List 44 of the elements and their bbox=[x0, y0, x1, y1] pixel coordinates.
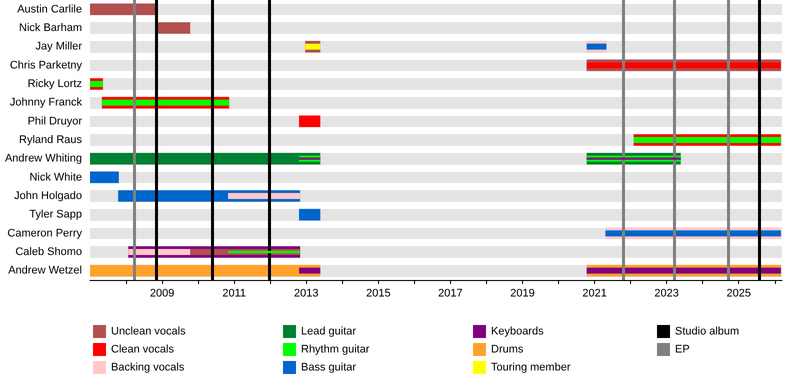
x-tick-label: 2009 bbox=[150, 288, 174, 300]
legend-label: Touring member bbox=[491, 362, 571, 374]
x-tick-label: 2025 bbox=[726, 288, 751, 300]
bar bbox=[634, 137, 781, 143]
bar bbox=[102, 100, 230, 106]
bar bbox=[305, 44, 320, 50]
y-tick-label: Cameron Perry bbox=[7, 227, 82, 240]
bar bbox=[299, 116, 320, 128]
y-tick-label: Tyler Sapp bbox=[29, 208, 82, 221]
legend-label: Studio album bbox=[675, 326, 740, 338]
y-tick-label: Phil Druyor bbox=[28, 115, 82, 128]
y-tick-label: Andrew Whiting bbox=[4, 152, 82, 165]
legend-label: Lead guitar bbox=[301, 326, 356, 338]
y-tick-label: Jay Miller bbox=[36, 40, 82, 53]
bar bbox=[90, 81, 103, 87]
y-tick-label: John Holgado bbox=[14, 190, 82, 202]
legend-label: Unclean vocals bbox=[111, 326, 186, 338]
y-tick-label: Nick White bbox=[29, 171, 82, 184]
y-tick-label: Austin Carlile bbox=[17, 3, 82, 16]
x-tick-label: 2021 bbox=[582, 288, 607, 300]
x-tick-label: 2019 bbox=[510, 288, 535, 300]
y-tick-label: Caleb Shomo bbox=[15, 246, 82, 258]
legend-label: Clean vocals bbox=[111, 344, 174, 356]
bar bbox=[299, 268, 320, 274]
x-tick-label: 2015 bbox=[366, 288, 391, 300]
x-tick-label: 2017 bbox=[438, 288, 463, 300]
y-tick-label: Johnny Franck bbox=[10, 96, 82, 109]
y-tick-label: Chris Parketny bbox=[10, 59, 82, 72]
y-tick-label: Nick Barham bbox=[19, 22, 82, 34]
legend-label: Bass guitar bbox=[301, 362, 356, 374]
x-tick-label: 2023 bbox=[654, 288, 679, 300]
x-tick-label: 2011 bbox=[222, 288, 246, 300]
legend-label: EP bbox=[675, 344, 690, 356]
y-tick-label: Ricky Lortz bbox=[28, 78, 82, 90]
bar bbox=[90, 172, 119, 184]
legend-label: Backing vocals bbox=[111, 362, 185, 374]
x-tick-label: 2013 bbox=[294, 288, 318, 300]
legend-label: Drums bbox=[491, 344, 524, 356]
legend-label: Keyboards bbox=[491, 326, 544, 338]
bar bbox=[157, 22, 190, 34]
legend-label: Rhythm guitar bbox=[301, 344, 370, 356]
bar bbox=[299, 208, 320, 220]
y-tick-label: Andrew Wetzel bbox=[8, 264, 82, 277]
y-tick-label: Ryland Raus bbox=[19, 134, 82, 146]
